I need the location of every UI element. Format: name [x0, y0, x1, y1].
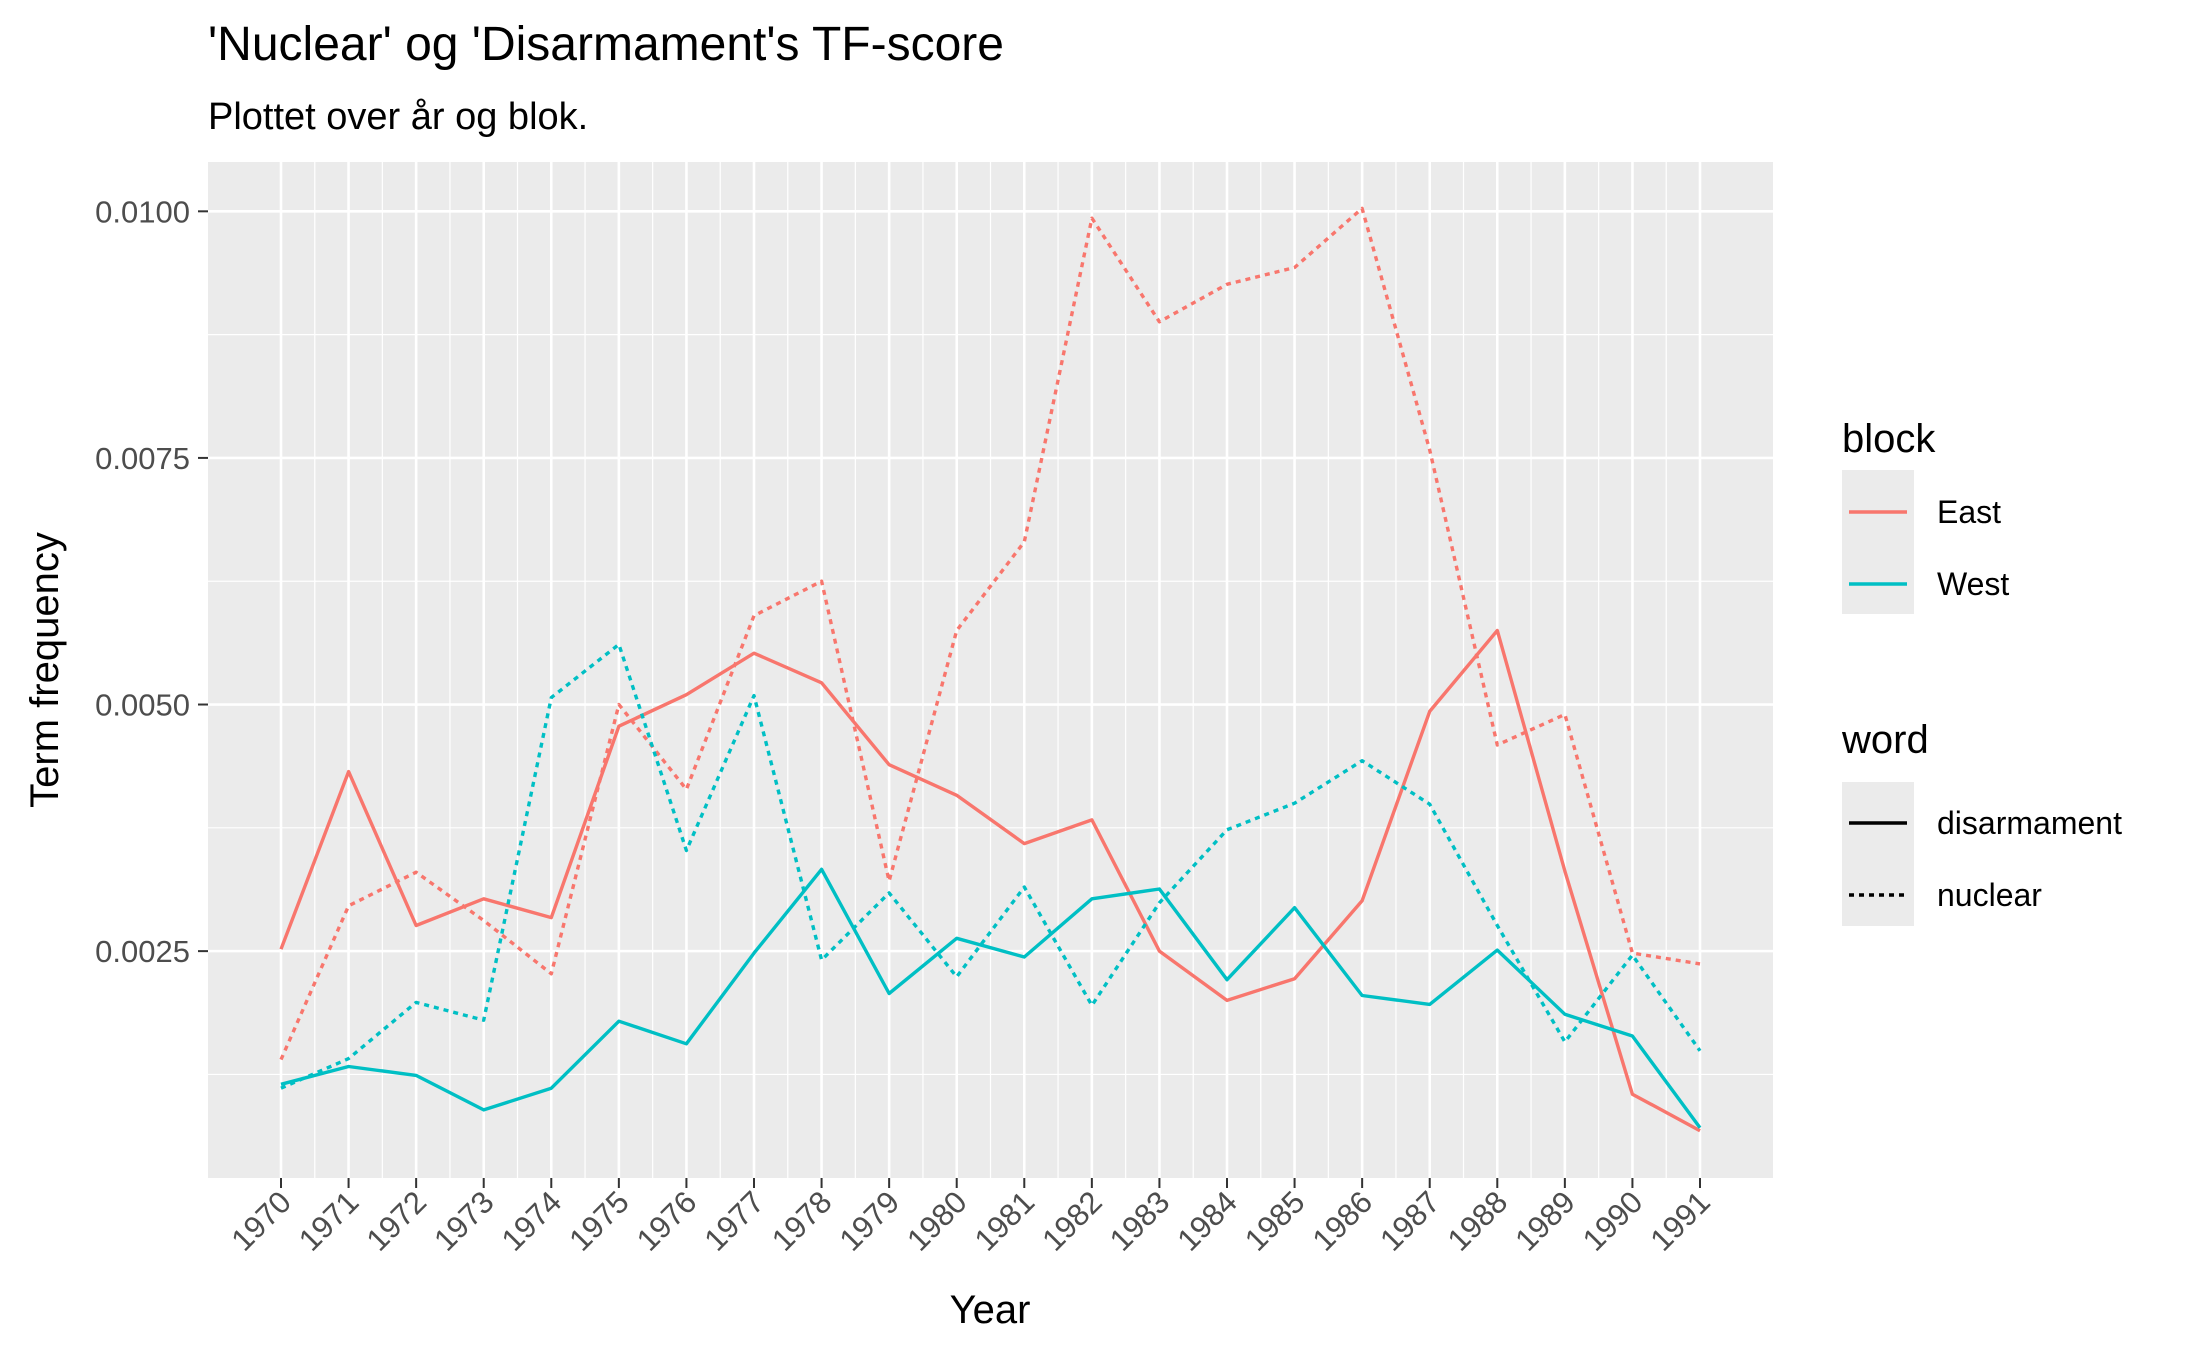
x-tick-label: 1989 [1508, 1184, 1582, 1258]
legend-key-background [1842, 782, 1914, 926]
x-tick-label: 1986 [1306, 1184, 1380, 1258]
legend-label-west: West [1937, 566, 2009, 602]
legend-title-block: block [1842, 417, 1936, 461]
x-tick-label: 1984 [1170, 1184, 1244, 1258]
y-tick-label: 0.0075 [95, 441, 190, 476]
legend-label-east: East [1937, 494, 2001, 530]
x-tick-label: 1974 [495, 1184, 569, 1258]
x-tick-label: 1988 [1441, 1184, 1515, 1258]
chart-subtitle: Plottet over år og blok. [208, 96, 588, 138]
x-tick-label: 1977 [697, 1184, 771, 1258]
y-tick-label: 0.0050 [95, 688, 190, 723]
x-axis-title: Year [950, 1288, 1031, 1332]
x-tick-label: 1976 [630, 1184, 704, 1258]
legend-title-word: word [1841, 718, 1929, 762]
x-tick-label: 1970 [224, 1184, 298, 1258]
series-line-east-disarmament [279, 628, 1701, 1133]
y-axis-title: Term frequency [23, 532, 67, 808]
x-tick-label: 1990 [1576, 1184, 1650, 1258]
x-tick-label: 1991 [1643, 1184, 1717, 1258]
chart-title: 'Nuclear' og 'Disarmament's TF-score [208, 18, 1004, 71]
y-tick-label: 0.0025 [95, 934, 190, 969]
series-line-west-disarmament [280, 867, 1702, 1129]
x-tick-label: 1972 [360, 1184, 434, 1258]
x-tick-label: 1971 [292, 1184, 366, 1258]
series-lines [279, 206, 1702, 1133]
x-tick-label: 1980 [900, 1184, 974, 1258]
x-tick-label: 1981 [968, 1184, 1042, 1258]
x-tick-label: 1979 [833, 1184, 907, 1258]
legend-label-nuclear: nuclear [1937, 877, 2042, 913]
series-line-east-nuclear [279, 206, 1701, 1061]
y-tick-label: 0.0100 [95, 194, 190, 229]
legend-label-disarmament: disarmament [1937, 805, 2122, 841]
x-tick-label: 1987 [1373, 1184, 1447, 1258]
x-tick-label: 1983 [1103, 1184, 1177, 1258]
x-tick-label: 1975 [562, 1184, 636, 1258]
series-line-west-nuclear [280, 642, 1702, 1090]
x-tick-label: 1982 [1035, 1184, 1109, 1258]
x-tick-label: 1985 [1238, 1184, 1312, 1258]
grid-lines [208, 162, 1773, 1178]
x-tick-label: 1973 [427, 1184, 501, 1258]
legend-key-background [1842, 470, 1914, 614]
x-tick-label: 1978 [765, 1184, 839, 1258]
